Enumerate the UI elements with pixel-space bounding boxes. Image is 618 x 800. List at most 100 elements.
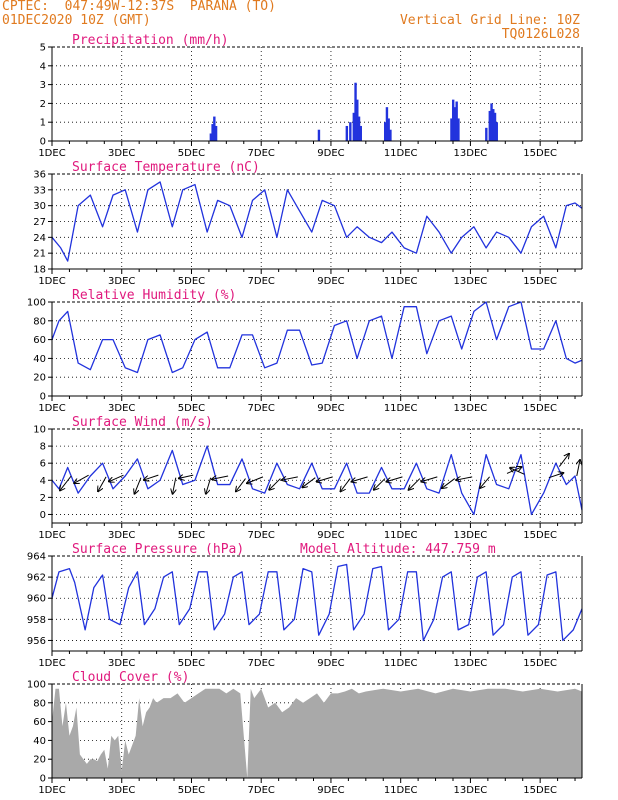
y-tick-label: 33 bbox=[33, 185, 46, 196]
temp-title: Surface Temperature (nC) bbox=[72, 160, 260, 175]
rh-title: Relative Humidity (%) bbox=[72, 288, 236, 303]
x-tick-label: 11DEC bbox=[384, 658, 418, 669]
y-tick-label: 40 bbox=[33, 736, 46, 747]
wind-arrow bbox=[421, 476, 438, 482]
wind-arrow bbox=[282, 477, 298, 480]
y-tick-label: 958 bbox=[27, 615, 46, 626]
y-tick-label: 21 bbox=[33, 249, 46, 260]
y-tick-label: 2 bbox=[40, 493, 46, 504]
wind-arrow bbox=[510, 468, 525, 475]
y-tick-label: 0 bbox=[40, 510, 46, 521]
y-tick-label: 0 bbox=[40, 137, 46, 148]
y-tick-label: 0 bbox=[40, 774, 46, 785]
x-tick-label: 5DEC bbox=[178, 530, 205, 541]
x-tick-label: 5DEC bbox=[178, 785, 205, 796]
x-tick-label: 13DEC bbox=[454, 785, 488, 796]
wind-arrow bbox=[135, 477, 142, 494]
rh-panel: Relative Humidity (%) 0 20 40 60 80 100 1DEC 3DE… bbox=[27, 288, 583, 414]
header-run-time: 01DEC2020 10Z (GMT) bbox=[2, 13, 151, 28]
precip-bar bbox=[317, 129, 321, 141]
precip-bar bbox=[385, 107, 389, 141]
precip-bar bbox=[488, 110, 491, 141]
wind-arrow bbox=[374, 478, 386, 490]
wind-arrow bbox=[442, 478, 456, 489]
header-location: CPTEC: 047:49W-12:37S PARANA (TO) bbox=[2, 0, 276, 14]
pres-panel: Surface Pressure (hPa) Model Altitude: 44… bbox=[27, 542, 583, 669]
cloud-title: Cloud Cover (%) bbox=[72, 670, 189, 685]
wind-arrow bbox=[341, 478, 351, 492]
precip-bar bbox=[357, 116, 361, 141]
precip-bar bbox=[389, 129, 392, 141]
y-tick-label: 80 bbox=[33, 316, 46, 327]
x-tick-label: 5DEC bbox=[178, 276, 205, 287]
precip-bar bbox=[213, 116, 216, 141]
precip-panel: Precipitation (mm/h) 0 1 2 3 4 5 1DEC 3DEC 5DEC 7D… bbox=[38, 33, 583, 159]
x-tick-label: 13DEC bbox=[454, 276, 488, 287]
x-tick-label: 15DEC bbox=[523, 785, 557, 796]
temp-line bbox=[51, 181, 583, 262]
precip-bar bbox=[457, 118, 460, 141]
y-tick-label: 0 bbox=[40, 392, 46, 403]
x-tick-label: 7DEC bbox=[248, 148, 275, 159]
precip-bar bbox=[485, 127, 488, 141]
wind-panel: Surface Wind (m/s) 0 2 4 6 8 10 1DEC 3DEC 5DEC 7DE… bbox=[33, 415, 583, 541]
wind-arrow bbox=[173, 477, 176, 494]
y-tick-label: 6 bbox=[40, 459, 46, 470]
precip-bar bbox=[450, 118, 453, 141]
wind-arrow bbox=[98, 476, 107, 491]
cloud-cover-area bbox=[52, 688, 582, 778]
x-tick-label: 15DEC bbox=[523, 148, 557, 159]
y-tick-label: 962 bbox=[27, 573, 46, 584]
precip-bar bbox=[211, 124, 214, 141]
y-tick-label: 960 bbox=[27, 594, 46, 605]
x-tick-label: 11DEC bbox=[384, 530, 418, 541]
wind-arrow bbox=[558, 454, 569, 467]
y-tick-label: 100 bbox=[27, 680, 46, 691]
y-tick-label: 8 bbox=[40, 442, 46, 453]
x-tick-label: 15DEC bbox=[523, 403, 557, 414]
precip-bar bbox=[359, 125, 362, 141]
precip-bar bbox=[209, 133, 213, 141]
x-tick-label: 15DEC bbox=[523, 276, 557, 287]
y-tick-label: 60 bbox=[33, 335, 46, 346]
y-tick-label: 100 bbox=[27, 298, 46, 309]
x-tick-label: 9DEC bbox=[317, 530, 344, 541]
wind-title: Surface Wind (m/s) bbox=[72, 415, 213, 430]
x-tick-label: 7DEC bbox=[248, 785, 275, 796]
precip-bar bbox=[492, 109, 495, 141]
wind-arrow bbox=[212, 476, 229, 479]
precip-bar bbox=[352, 112, 356, 141]
y-tick-label: 20 bbox=[33, 373, 46, 384]
precip-bar bbox=[356, 99, 359, 141]
x-tick-label: 1DEC bbox=[38, 530, 65, 541]
rh-line bbox=[51, 301, 583, 374]
precip-title: Precipitation (mm/h) bbox=[72, 33, 229, 48]
wind-arrow bbox=[317, 476, 333, 482]
y-tick-label: 1 bbox=[40, 118, 46, 129]
y-tick-label: 36 bbox=[33, 170, 46, 181]
y-tick-label: 24 bbox=[33, 233, 46, 244]
precip-bar bbox=[387, 118, 390, 141]
y-tick-label: 80 bbox=[33, 698, 46, 709]
y-tick-label: 10 bbox=[33, 425, 46, 436]
y-tick-label: 30 bbox=[33, 201, 46, 212]
x-tick-label: 9DEC bbox=[317, 658, 344, 669]
wind-arrow bbox=[206, 477, 212, 494]
x-tick-label: 5DEC bbox=[178, 403, 205, 414]
header-grid-note: Vertical Grid Line: 10Z bbox=[399, 13, 580, 28]
y-tick-label: 956 bbox=[27, 636, 46, 647]
y-tick-label: 3 bbox=[40, 80, 46, 91]
x-tick-label: 7DEC bbox=[248, 658, 275, 669]
x-tick-label: 7DEC bbox=[248, 276, 275, 287]
x-tick-label: 5DEC bbox=[178, 658, 205, 669]
x-tick-label: 9DEC bbox=[317, 785, 344, 796]
x-tick-label: 3DEC bbox=[108, 276, 135, 287]
wind-arrow bbox=[386, 476, 403, 482]
wind-arrow bbox=[247, 476, 264, 483]
wind-arrow bbox=[109, 474, 124, 481]
y-tick-label: 27 bbox=[33, 217, 46, 228]
precip-bar bbox=[383, 122, 387, 141]
pres-title: Surface Pressure (hPa) bbox=[72, 542, 244, 557]
wind-arrow bbox=[456, 477, 473, 480]
